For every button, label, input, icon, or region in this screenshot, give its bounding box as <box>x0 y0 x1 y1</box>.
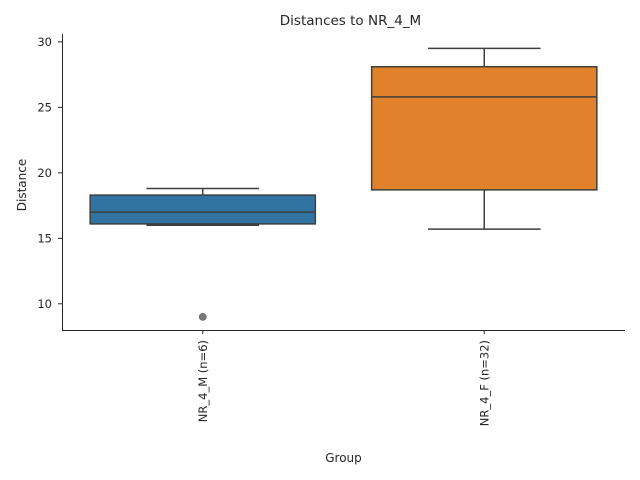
y-tick-label: 25 <box>37 100 52 114</box>
y-axis-label: Distance <box>15 159 29 211</box>
y-tick-label: 20 <box>37 166 52 180</box>
y-tick-label: 10 <box>37 297 52 311</box>
y-tick-label: 15 <box>37 231 52 245</box>
box-group <box>370 47 598 230</box>
chart-title: Distances to NR_4_M <box>280 13 421 29</box>
x-ticks: NR_4_M (n=6) NR_4_F (n=32) <box>196 330 491 426</box>
plot-area <box>89 47 598 321</box>
box-iqr <box>89 194 317 225</box>
x-tick-label: NR_4_M (n=6) <box>196 340 210 422</box>
box-group <box>89 187 317 321</box>
x-tick-label: NR_4_F (n=32) <box>477 340 491 426</box>
outlier-point <box>198 313 207 321</box>
y-ticks: 10 15 20 25 30 <box>37 35 62 311</box>
y-tick-label: 30 <box>37 35 52 49</box>
x-axis-label: Group <box>325 451 362 465</box>
box-iqr <box>370 65 598 191</box>
